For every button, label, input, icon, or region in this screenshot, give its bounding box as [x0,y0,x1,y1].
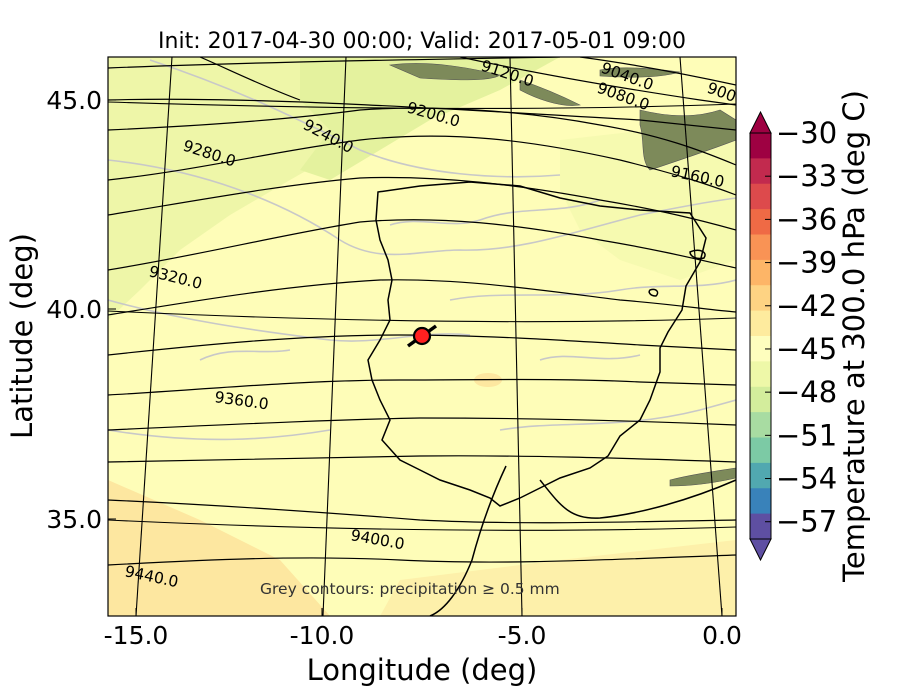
x-tick-label: -5.0 [498,621,547,650]
colorbar-segment [750,234,771,261]
colorbar-tick-label: −54 [776,462,837,496]
colorbar: −30 −33 −36 −39 −42 −45 −48 −51 −54 −57 Temperatu… [749,90,871,583]
colorbar-tick-label: −36 [776,202,837,236]
x-axis-label: Longitude (deg) [307,653,538,687]
colorbar-tick-label: −42 [776,289,837,323]
colorbar-segment [750,361,771,388]
y-tick-label: 45.0 [46,86,102,115]
location-marker [406,324,438,348]
colorbar-extend-bottom [749,538,772,562]
colorbar-segment [750,336,771,362]
temperature-fill-warm-southwest [108,480,330,616]
colorbar-tick-label: −51 [776,418,837,452]
colorbar-segment [750,437,771,464]
colorbar-segment [750,488,771,515]
y-axis: 45.0 40.0 35.0 Latitude (deg) [5,86,116,534]
y-tick-label: 35.0 [46,505,102,534]
colorbar-segment [750,412,771,438]
colorbar-ticks: −30 −33 −36 −39 −42 −45 −48 −51 −54 −57 [765,116,837,539]
colorbar-segment [750,386,771,413]
map-area: 9120.0 9040.0 9080.0 900 9160.0 9200.0 9… [108,57,736,616]
colorbar-segments [750,133,771,540]
colorbar-tick-label: −33 [776,159,837,193]
colorbar-segment [750,209,771,235]
y-axis-label: Latitude (deg) [5,233,39,439]
x-tick-label: 0.0 [702,621,742,650]
colorbar-tick-label: −48 [776,375,837,409]
colorbar-tick-label: −57 [776,505,837,539]
graticule [108,57,736,616]
coastline-iberia [367,181,707,507]
temperature-fill-east [560,120,736,280]
height-contours [108,57,736,566]
colorbar-frame [749,132,772,540]
colorbar-segment [750,133,771,159]
colorbar-segment [750,183,771,210]
colorbar-segment [750,158,771,185]
x-tick-label: -15.0 [104,621,169,650]
colorbar-tick-label: −45 [776,332,837,366]
colorbar-segment [750,259,771,286]
colorbar-extend-top [749,110,772,134]
colorbar-tick-label: −39 [776,246,837,280]
colorbar-segment [750,462,771,489]
x-axis: -15.0 -10.0 -5.0 0.0 Longitude (deg) [104,608,742,687]
coastline-islands [648,249,706,297]
colorbar-segment [750,310,771,337]
map-frame [107,56,737,617]
temperature-fill-warm-south [380,540,736,616]
colorbar-label: Temperature at 300.0 hPa (deg C) [837,90,871,583]
temperature-fill-cold-northwest [108,57,500,320]
colorbar-tick-label: −30 [776,116,837,150]
x-tick-label: -10.0 [290,621,355,650]
figure-title: Init: 2017-04-30 00:00; Valid: 2017-05-0… [158,29,686,54]
colorbar-segment [750,285,771,312]
coastline-africa [429,465,736,616]
colorbar-segment [750,513,771,540]
y-tick-label: 40.0 [46,295,102,324]
temperature-fill-cold-north [300,57,560,180]
precipitation-note: Grey contours: precipitation ≥ 0.5 mm [260,580,560,598]
